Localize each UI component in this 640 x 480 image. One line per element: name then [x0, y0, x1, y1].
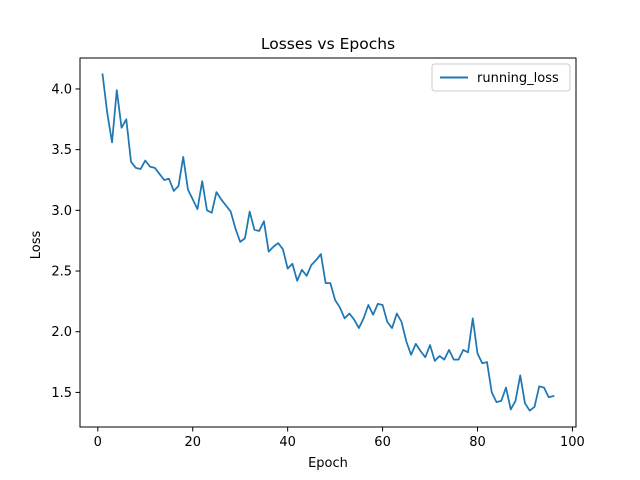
legend-label-running-loss: running_loss — [477, 71, 559, 86]
x-tick-label: 80 — [469, 435, 486, 450]
series-line-running-loss — [101, 73, 555, 412]
x-tick-label: 20 — [184, 435, 201, 450]
y-tick-label: 2.5 — [51, 265, 72, 280]
y-tick-label: 3.0 — [51, 204, 72, 219]
y-axis: 1.5 2.0 2.5 3.0 3.5 4.0 — [51, 82, 80, 401]
x-axis-label: Epoch — [308, 456, 348, 471]
chart-title: Losses vs Epochs — [261, 35, 395, 53]
y-tick-label: 1.5 — [51, 386, 72, 401]
plot-frame — [79, 57, 577, 428]
x-tick-label: 40 — [279, 435, 296, 450]
plot-series — [101, 73, 555, 412]
legend-box — [431, 63, 571, 92]
y-tick-label: 2.0 — [51, 325, 72, 340]
x-tick-label: 100 — [560, 435, 585, 450]
x-tick-label: 0 — [94, 435, 102, 450]
y-tick-label: 3.5 — [51, 143, 72, 158]
legend: running_loss — [431, 63, 571, 92]
y-tick-label: 4.0 — [51, 82, 72, 97]
x-axis: 0 20 40 60 80 100 — [94, 427, 585, 450]
x-tick-label: 60 — [374, 435, 391, 450]
y-axis-label: Loss — [29, 231, 44, 260]
